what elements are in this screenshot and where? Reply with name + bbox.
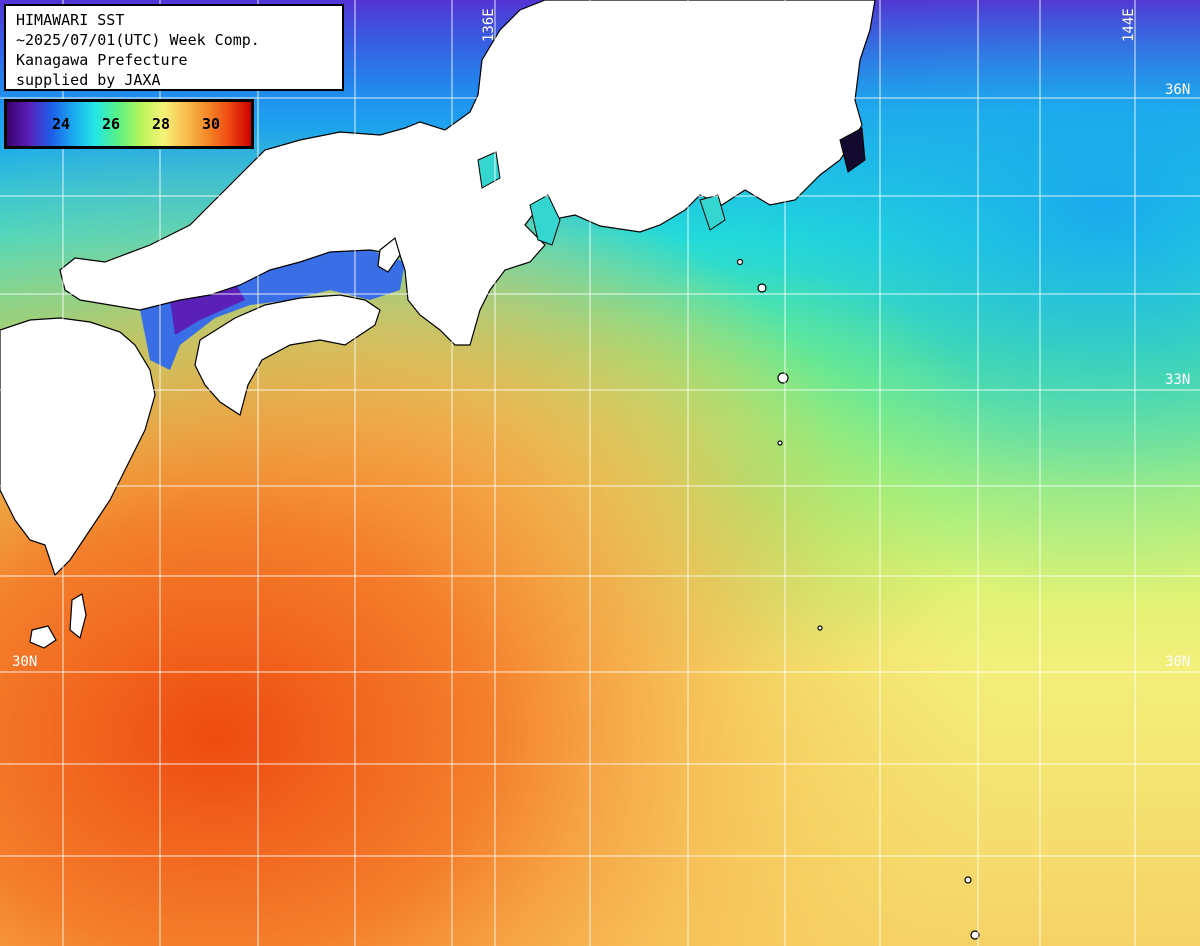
honshu (59, 0, 876, 346)
lat-label-30n-right: 30N (1165, 654, 1191, 670)
colorbar-tick-26: 26 (101, 115, 121, 133)
colorbar-legend: 24 26 28 30 (4, 99, 254, 149)
suruga-bay (699, 194, 726, 231)
caption-date: ~2025/07/01(UTC) Week Comp. (16, 31, 260, 49)
shikoku (194, 294, 381, 416)
lat-label-36n: 36N (1165, 82, 1191, 98)
colorbar-tick-28: 28 (151, 115, 171, 133)
colorbar-gradient (7, 102, 251, 146)
caption-credit: supplied by JAXA (16, 71, 161, 89)
awaji (377, 236, 401, 273)
tanegashima (69, 593, 87, 640)
colorbar-tick-30: 30 (201, 115, 221, 133)
lon-label-144e: 144E (1121, 8, 1137, 42)
lat-label-30n-left: 30N (12, 654, 38, 670)
ise-bay (529, 194, 561, 246)
tokyo-bay (839, 127, 866, 173)
caption-box: HIMAWARI SST ~2025/07/01(UTC) Week Comp.… (4, 4, 344, 91)
caption-title: HIMAWARI SST (16, 11, 125, 29)
colorbar-tick-24: 24 (51, 115, 71, 133)
yakushima (29, 625, 57, 649)
land (0, 0, 980, 940)
kyushu (0, 317, 156, 577)
lon-label-136e: 136E (481, 8, 497, 42)
caption-region: Kanagawa Prefecture (16, 51, 188, 69)
lat-label-33n: 33N (1165, 372, 1191, 388)
